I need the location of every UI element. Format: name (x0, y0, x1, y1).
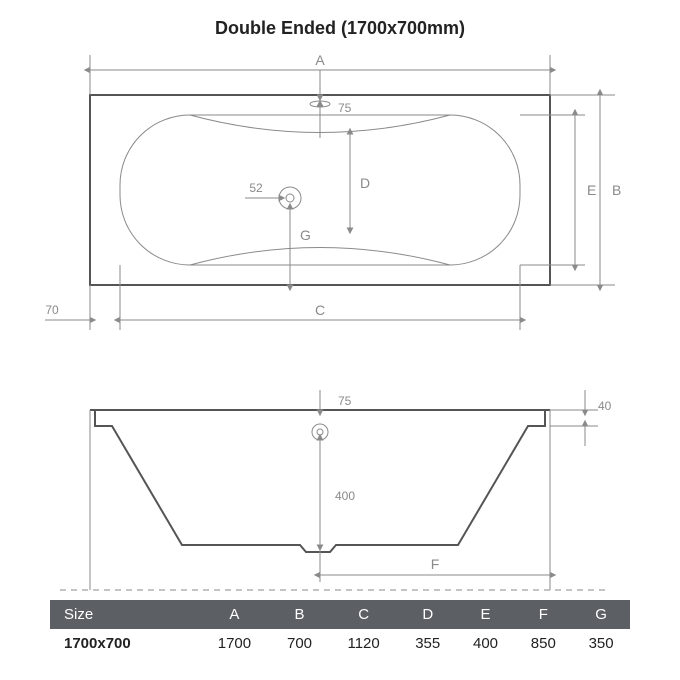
dim-52: 52 (249, 181, 263, 195)
side-dim-40: 40 (598, 399, 612, 413)
dim-b-label: B (612, 182, 621, 198)
th-d: D (399, 600, 457, 629)
th-g: G (572, 600, 630, 629)
dim-c-label: C (315, 302, 325, 318)
td-a: 1700 (198, 629, 270, 658)
td-f: 850 (514, 629, 572, 658)
table-row: 1700x700 1700 700 1120 355 400 850 350 (50, 629, 630, 658)
dim-e-label: E (587, 182, 596, 198)
dim-a-label: A (315, 52, 325, 68)
dim-f-label: F (431, 556, 440, 572)
th-c: C (328, 600, 398, 629)
th-a: A (198, 600, 270, 629)
th-f: F (514, 600, 572, 629)
td-e: 400 (457, 629, 515, 658)
dim-75-top: 75 (338, 101, 352, 115)
td-g: 350 (572, 629, 630, 658)
dim-70: 70 (45, 303, 59, 317)
side-view-drawing: 75 400 40 F (0, 350, 680, 610)
dim-d-label: D (360, 175, 370, 191)
dimensions-table: Size A B C D E F G 1700x700 1700 700 112… (50, 600, 630, 658)
td-d: 355 (399, 629, 457, 658)
top-view-drawing: A B E C 70 75 D 52 G (0, 0, 680, 360)
th-size: Size (50, 600, 198, 629)
th-b: B (271, 600, 329, 629)
th-e: E (457, 600, 515, 629)
td-b: 700 (271, 629, 329, 658)
dim-g-label: G (300, 227, 311, 243)
td-c: 1120 (328, 629, 398, 658)
td-size: 1700x700 (50, 629, 198, 658)
side-dim-75: 75 (338, 394, 352, 408)
side-dim-400: 400 (335, 489, 355, 503)
